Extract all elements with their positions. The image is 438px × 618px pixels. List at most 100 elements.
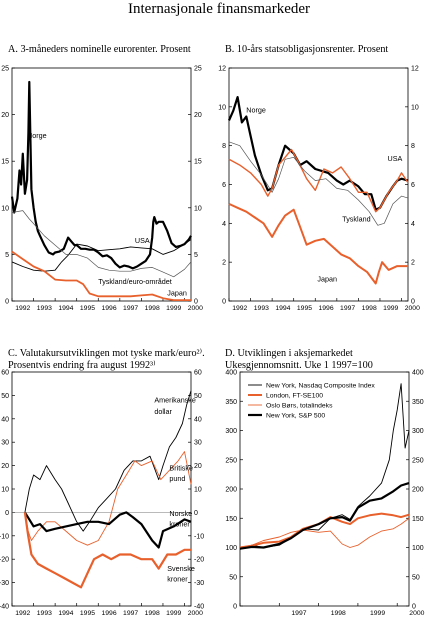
y-tick-label-right: 50: [412, 574, 420, 581]
series-label: Norge: [246, 106, 266, 115]
y-tick-label-right: 2: [411, 260, 415, 267]
x-tick-label: 1997: [123, 305, 138, 312]
legend-label: New York, Nasdaq Composite Index: [266, 383, 375, 390]
page-title: Internasjonale finansmarkeder: [128, 1, 310, 17]
y-tick-label: 20: [1, 463, 9, 470]
y-tick-label-right: 5: [194, 252, 198, 259]
y-tick-label-right: -20: [194, 557, 204, 564]
y-tick-label: 4: [222, 221, 226, 228]
x-tick-label: 1993: [37, 305, 52, 312]
panel-d-title-line-2: Ukesgjennomsnitt. Uke 1 1997=100: [225, 360, 373, 371]
series-label: Japan: [167, 288, 187, 297]
x-tick-label: 1997: [291, 610, 306, 617]
x-tick-label: 1998: [362, 305, 377, 312]
panel-c-title-line-2: Prosentvis endring fra august 1992³⁾: [8, 360, 156, 371]
y-tick-label: 30: [1, 440, 9, 447]
series-label: Britiske: [169, 463, 193, 472]
y-tick-label-right: 20: [194, 463, 202, 470]
y-tick-label: 6: [222, 182, 226, 189]
x-tick-label: 1999: [166, 610, 181, 617]
series-label: USA: [135, 236, 150, 245]
x-tick-label: 1997: [340, 305, 355, 312]
legend-label: London, FT-SE100: [266, 393, 323, 400]
y-tick-label-right: 60: [194, 370, 202, 377]
panel-b-title: B. 10-års statsobligasjonsrenter. Prosen…: [225, 44, 388, 56]
y-tick-label: 10: [1, 205, 9, 212]
y-tick-label: -40: [0, 604, 9, 611]
y-tick-label: -10: [0, 533, 9, 540]
x-tick-label: 1994: [275, 305, 290, 312]
y-tick-label: 350: [225, 399, 237, 406]
y-tick-label: 40: [1, 416, 9, 423]
series-label: pund: [169, 474, 185, 483]
panel-c-title: C. Valutakursutviklingen mot tyske mark/…: [8, 348, 205, 372]
y-tick-label: 0: [233, 604, 237, 611]
y-tick-label: 400: [225, 370, 237, 377]
y-tick-label-right: 8: [411, 143, 415, 150]
series-line-oslo-b-rs-totalindeks: [239, 517, 410, 548]
y-tick-label: 25: [1, 66, 9, 73]
y-tick-label-right: 25: [194, 66, 202, 73]
series-line-norske-kroner: [23, 511, 192, 549]
y-tick-label-right: 10: [411, 104, 419, 111]
y-tick-label: 0: [5, 299, 9, 306]
x-tick-label: 1998: [145, 610, 160, 617]
y-tick-label-right: 4: [411, 221, 415, 228]
y-tick-label: 5: [5, 252, 9, 259]
y-tick-label-right: 0: [194, 510, 198, 517]
panel-a-title: A. 3-måneders nominelle eurorenter. Pros…: [8, 44, 191, 56]
x-tick-label: 1995: [80, 305, 95, 312]
x-tick-label: 1992: [15, 610, 30, 617]
series-label: kroner: [169, 519, 190, 528]
y-tick-label: 2: [222, 260, 226, 267]
y-tick-label-right: 40: [194, 416, 202, 423]
y-tick-label-right: -30: [194, 580, 204, 587]
x-tick-label: 1996: [101, 305, 116, 312]
legend-label: Oslo Børs, totalindeks: [266, 403, 333, 410]
panel-b-title-line: B. 10-års statsobligasjonsrenter. Prosen…: [225, 44, 389, 55]
series-label: dollar: [154, 407, 172, 416]
x-tick-label: 1993: [254, 305, 269, 312]
y-tick-label: 60: [1, 370, 9, 377]
series-label: kroner: [167, 574, 188, 583]
y-tick-label: 15: [1, 159, 9, 166]
y-tick-label: 20: [1, 112, 9, 119]
x-tick-label: 1999: [370, 610, 385, 617]
y-tick-label: 12: [218, 66, 226, 73]
panel-a-title-line: A. 3-måneders nominelle eurorenter. Pros…: [8, 44, 191, 55]
y-tick-label: 150: [225, 516, 237, 523]
y-tick-label-right: 150: [412, 516, 424, 523]
series-line-norge: [10, 80, 192, 270]
x-tick-label: 2000: [405, 305, 420, 312]
chart-a-frame: [11, 67, 192, 302]
x-tick-label: 1998: [331, 610, 346, 617]
y-tick-label-right: -10: [194, 533, 204, 540]
x-tick-label: 1995: [80, 610, 95, 617]
y-tick-label: 8: [222, 143, 226, 150]
x-tick-label: 1999: [166, 305, 181, 312]
y-tick-label: 300: [225, 428, 237, 435]
series-line-svenske-kroner: [23, 512, 191, 589]
y-tick-label-right: -40: [194, 604, 204, 611]
x-tick-label: 1996: [318, 305, 333, 312]
y-tick-label-right: 30: [194, 440, 202, 447]
y-tick-label-right: 6: [411, 182, 415, 189]
series-line-new-york-s-p-500: [239, 482, 410, 550]
y-tick-label-right: 0: [194, 299, 198, 306]
series-line-britiske-pund: [24, 451, 192, 546]
y-tick-label-right: 0: [412, 604, 416, 611]
series-line-japan: [228, 202, 408, 285]
panel-c-title-line-1: C. Valutakursutviklingen mot tyske mark/…: [8, 348, 205, 359]
y-tick-label-right: 400: [412, 370, 424, 377]
series-label: USA: [388, 154, 403, 163]
y-tick-label: 10: [1, 487, 9, 494]
y-tick-label: -20: [0, 557, 9, 564]
y-tick-label: 10: [218, 104, 226, 111]
series-line-japan: [11, 250, 191, 301]
series-label: Amerikanske: [154, 395, 196, 404]
x-tick-label: 2000: [188, 610, 203, 617]
x-tick-label: 2000: [188, 305, 203, 312]
